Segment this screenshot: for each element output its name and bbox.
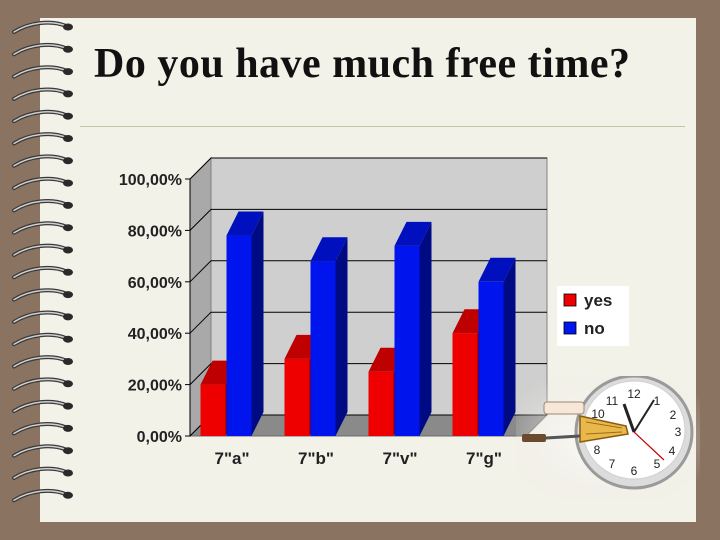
spiral-ring xyxy=(12,355,73,369)
spiral-ring xyxy=(12,399,73,414)
spiral-ring xyxy=(12,332,73,347)
legend-label-no: no xyxy=(584,319,605,338)
svg-text:2: 2 xyxy=(670,408,677,422)
clock-icon: 12 1 2 3 4 5 6 7 8 9 10 11 xyxy=(516,376,700,500)
y-tick-label: 80,00% xyxy=(128,223,182,240)
title-divider xyxy=(80,126,685,127)
spiral-ring xyxy=(12,377,73,391)
svg-text:12: 12 xyxy=(627,387,641,401)
spiral-ring xyxy=(12,488,73,503)
legend-label-yes: yes xyxy=(584,291,612,310)
bar-no-0 xyxy=(226,211,264,436)
svg-text:11: 11 xyxy=(606,394,619,408)
bar-no-1 xyxy=(310,237,348,436)
spiral-ring xyxy=(12,132,73,146)
bar-no-2 xyxy=(394,221,432,436)
svg-text:7: 7 xyxy=(609,457,616,471)
spiral-ring xyxy=(12,109,73,124)
x-tick-label: 7"b" xyxy=(298,449,334,468)
slide-title: Do you have much free time? xyxy=(94,41,631,87)
svg-text:4: 4 xyxy=(669,444,676,458)
gridline xyxy=(189,157,547,180)
gridline xyxy=(189,311,547,334)
spiral-ring xyxy=(12,422,73,436)
x-tick-label: 7"g" xyxy=(466,449,502,468)
legend-swatch-no xyxy=(563,321,577,335)
legend: yes no xyxy=(557,286,629,346)
spiral-ring xyxy=(12,42,73,57)
gridline xyxy=(189,208,547,231)
svg-text:3: 3 xyxy=(675,425,682,439)
spiral-ring xyxy=(12,243,73,257)
svg-text:6: 6 xyxy=(631,464,638,478)
svg-text:8: 8 xyxy=(594,443,601,457)
y-tick-label: 60,00% xyxy=(128,275,182,292)
svg-text:10: 10 xyxy=(591,407,605,421)
y-tick-label: 20,00% xyxy=(128,378,182,395)
bar-no-3 xyxy=(478,257,516,436)
spiral-ring xyxy=(12,466,73,480)
y-tick-label: 40,00% xyxy=(128,326,182,343)
y-tick-label: 0,00% xyxy=(137,429,182,446)
x-tick-label: 7"v" xyxy=(382,449,417,468)
spiral-ring xyxy=(12,65,73,79)
spiral-ring xyxy=(12,20,73,34)
spiral-ring xyxy=(12,199,73,213)
spiral-ring xyxy=(12,87,73,101)
svg-text:1: 1 xyxy=(654,394,661,408)
spiral-ring xyxy=(12,154,73,168)
spiral-ring xyxy=(12,288,73,302)
gridline xyxy=(189,260,547,283)
spiral-ring xyxy=(12,310,73,324)
spiral-ring xyxy=(12,265,73,280)
y-tick-label: 100,00% xyxy=(119,172,182,189)
spiral-ring xyxy=(12,444,73,458)
spiral-ring xyxy=(12,176,73,191)
x-tick-label: 7"a" xyxy=(214,449,249,468)
spiral-binding-icon xyxy=(12,20,73,503)
legend-swatch-yes xyxy=(563,293,577,307)
spiral-ring xyxy=(12,221,73,235)
svg-text:5: 5 xyxy=(654,457,661,471)
